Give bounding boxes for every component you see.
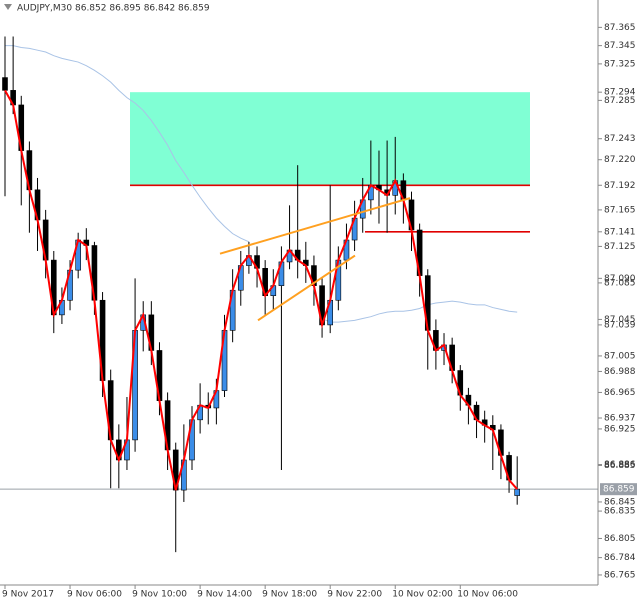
y-tick-label: 86.784 (604, 553, 636, 563)
y-tick-label: 86.885 (604, 461, 636, 471)
y-tick-label: 87.090 (604, 274, 636, 284)
x-tick-label: 9 Nov 14:00 (197, 590, 252, 600)
ma-line (321, 300, 518, 323)
zone (130, 92, 530, 186)
x-tick-label: 9 Nov 10:00 (132, 590, 187, 600)
y-tick-label: 87.165 (604, 205, 636, 215)
y-tick-label: 87.325 (604, 59, 636, 69)
candle-body (2, 77, 8, 91)
y-tick-label: 86.886 (604, 460, 636, 470)
y-tick-label: 87.141 (604, 227, 636, 237)
y-tick-label: 87.125 (604, 242, 636, 252)
y-tick-label: 87.294 (604, 88, 636, 98)
y-tick-label: 86.925 (604, 424, 636, 434)
y-tick-label: 86.988 (604, 367, 636, 377)
y-tick-label: 87.192 (604, 181, 636, 191)
ma-line (5, 45, 250, 243)
y-tick-label: 86.805 (604, 534, 636, 544)
y-tick-label: 87.085 (604, 278, 636, 288)
y-tick-label: 86.845 (604, 497, 636, 507)
x-tick-label: 10 Nov 02:00 (392, 590, 453, 600)
x-tick-label: 10 Nov 06:00 (457, 590, 518, 600)
trend-line (257, 254, 356, 322)
y-tick-label: 86.765 (604, 570, 636, 580)
y-tick-label: 86.965 (604, 388, 636, 398)
y-tick-label: 86.937 (604, 413, 636, 423)
y-tick-label: 87.365 (604, 23, 636, 33)
y-tick-label: 87.045 (604, 315, 636, 325)
y-tick-label: 87.005 (604, 351, 636, 361)
y-tick-label: 87.285 (604, 96, 636, 106)
plot-area (0, 36, 598, 553)
x-tick-label: 9 Nov 18:00 (262, 590, 317, 600)
close-line (4, 89, 518, 491)
x-tick-label: 9 Nov 06:00 (67, 590, 122, 600)
y-tick-label: 87.220 (604, 155, 636, 165)
x-tick-label: 9 Nov 2017 (2, 590, 54, 600)
candle-body (514, 488, 520, 496)
y-tick-label: 87.039 (604, 320, 636, 330)
chart-title: AUDJPY,M30 86.852 86.895 86.842 86.859 (17, 4, 210, 14)
x-tick-label: 9 Nov 22:00 (327, 590, 382, 600)
y-tick-label: 87.243 (604, 134, 636, 144)
y-tick-label: 86.835 (604, 507, 636, 517)
title-icon (4, 4, 12, 10)
y-tick-label: 87.345 (604, 41, 636, 51)
trend-line (219, 197, 411, 255)
current-price-label: 86.859 (603, 485, 635, 495)
current-price-box (600, 483, 637, 496)
